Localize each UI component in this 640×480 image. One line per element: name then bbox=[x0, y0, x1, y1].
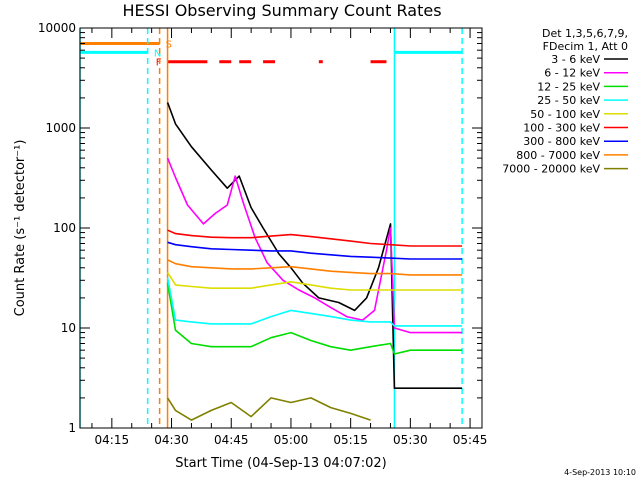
x-axis-label: Start Time (04-Sep-13 04:07:02) bbox=[175, 456, 386, 471]
legend-label-800-7000-kev: 800 - 7000 keV bbox=[516, 149, 600, 162]
x-tick-label: 05:00 bbox=[274, 433, 309, 447]
x-tick-label: 04:15 bbox=[95, 433, 130, 447]
flag-label-s: S bbox=[166, 39, 172, 50]
flag-label-n: N bbox=[154, 48, 161, 59]
flag-bars: SNF bbox=[80, 39, 463, 69]
y-tick-label: 10 bbox=[61, 321, 76, 335]
legend: Det 1,3,5,6,7,9,FDecim 1, Att 03 - 6 keV… bbox=[502, 27, 628, 176]
series-line-100-300-kev bbox=[167, 229, 463, 247]
series-line-25-50-kev bbox=[166, 277, 463, 327]
y-tick-label: 1000 bbox=[45, 121, 76, 135]
series-line-3-6-kev bbox=[166, 102, 463, 390]
legend-label-3-6-kev: 3 - 6 keV bbox=[551, 53, 600, 66]
series-line-50-100-kev bbox=[166, 271, 463, 291]
legend-label-7000-20000-kev: 7000 - 20000 keV bbox=[502, 163, 600, 176]
legend-label-100-300-kev: 100 - 300 keV bbox=[523, 122, 600, 135]
x-tick-label: 04:45 bbox=[214, 433, 249, 447]
y-axis-label: Count Rate (s⁻¹ detector⁻¹) bbox=[13, 140, 28, 317]
series-line-12-25-kev bbox=[166, 283, 463, 355]
plot-frame bbox=[79, 27, 483, 429]
x-tick-label: 05:45 bbox=[453, 433, 488, 447]
series-line-7000-20000-kev bbox=[166, 397, 371, 421]
y-axis-ticks: 1 10 100 1000 10000 bbox=[38, 21, 482, 435]
vertical-markers bbox=[79, 28, 463, 428]
legend-label-300-800-kev: 300 - 800 keV bbox=[523, 135, 600, 148]
series-line-800-7000-kev bbox=[167, 259, 463, 276]
series-line-6-12-kev bbox=[166, 157, 463, 334]
x-tick-label: 05:30 bbox=[393, 433, 428, 447]
y-tick-label: 1 bbox=[68, 421, 76, 435]
legend-label-50-100-kev: 50 - 100 keV bbox=[530, 108, 600, 121]
series-line-300-800-kev bbox=[167, 241, 463, 260]
legend-header: FDecim 1, Att 0 bbox=[543, 40, 628, 53]
x-axis-ticks: 04:15 04:30 04:45 05:00 05:15 05:30 05:45 bbox=[91, 28, 488, 447]
legend-label-12-25-kev: 12 - 25 keV bbox=[537, 80, 600, 93]
y-tick-label: 100 bbox=[53, 221, 76, 235]
x-tick-label: 05:15 bbox=[333, 433, 368, 447]
y-tick-label: 10000 bbox=[38, 21, 76, 35]
flag-label-f: F bbox=[156, 58, 162, 69]
date-stamp: 4-Sep-2013 10:10 bbox=[564, 468, 636, 477]
chart-title: HESSI Observing Summary Count Rates bbox=[122, 1, 441, 20]
legend-label-6-12-kev: 6 - 12 keV bbox=[544, 67, 600, 80]
x-tick-label: 04:30 bbox=[154, 433, 189, 447]
legend-header: Det 1,3,5,6,7,9, bbox=[542, 27, 628, 40]
series-lines bbox=[166, 102, 463, 421]
legend-label-25-50-kev: 25 - 50 keV bbox=[537, 94, 600, 107]
